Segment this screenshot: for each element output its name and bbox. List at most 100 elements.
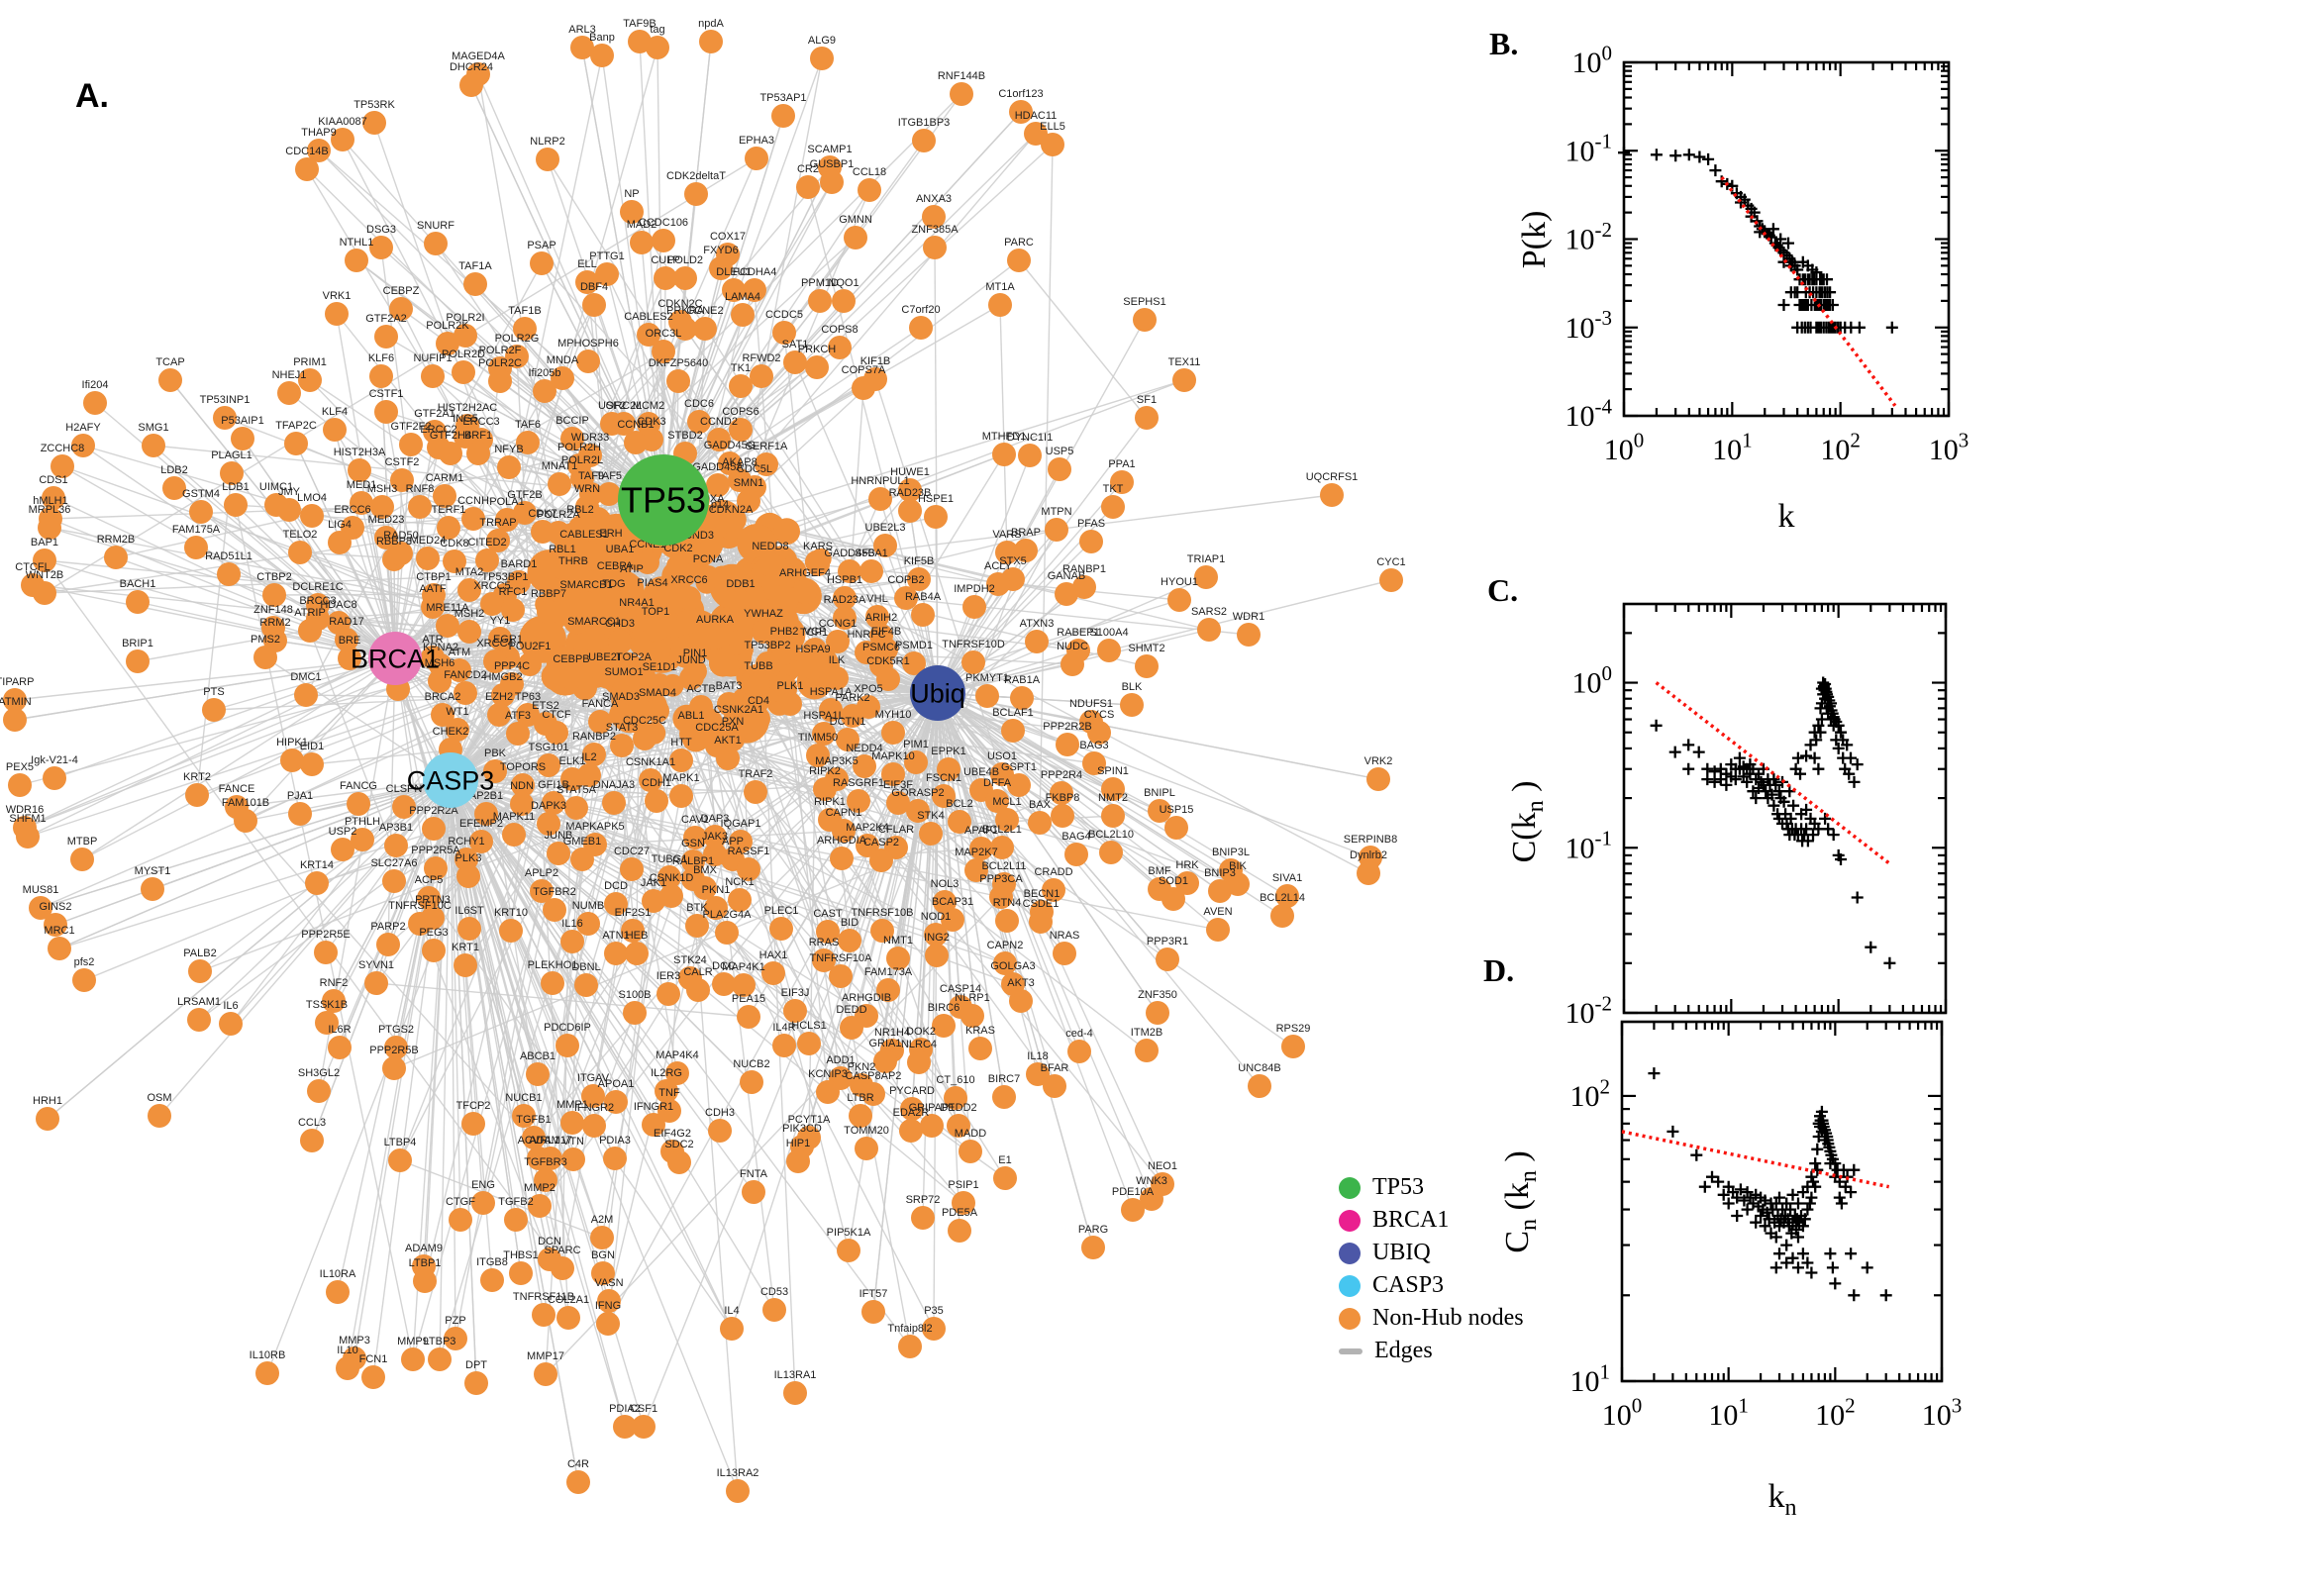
node-TELO2[interactable] (288, 541, 312, 564)
node-SHFM1[interactable] (16, 825, 40, 848)
node-SE1D1[interactable] (648, 673, 671, 697)
node-DYNC1I1[interactable] (1018, 444, 1042, 467)
node-CDK8[interactable] (443, 549, 466, 573)
node-ZNF350[interactable] (1146, 1001, 1169, 1025)
node-ENG[interactable] (471, 1191, 495, 1215)
network-cluster-node[interactable] (670, 635, 700, 664)
node-SOD1[interactable] (1162, 887, 1185, 911)
node-NLRP1[interactable] (960, 1004, 984, 1028)
node-EDA2R[interactable] (899, 1119, 923, 1143)
node-NTHL1[interactable] (345, 249, 368, 272)
node-HEB[interactable] (625, 942, 649, 965)
node-RAD23B[interactable] (898, 499, 922, 523)
node-BIK[interactable] (1226, 872, 1250, 896)
node-NOL3[interactable] (933, 890, 957, 914)
node-MED1[interactable] (350, 491, 373, 515)
node-MCM2[interactable] (637, 412, 660, 436)
node-JMY[interactable] (277, 498, 301, 522)
node-TAF1B[interactable] (513, 317, 537, 341)
node-RANBP1[interactable] (1072, 575, 1096, 599)
node-BAG3[interactable] (1082, 751, 1106, 775)
node-MYH10[interactable] (881, 721, 905, 745)
node-CABLES2[interactable] (637, 323, 660, 347)
node-PSIP1[interactable] (952, 1191, 975, 1215)
node-CYC1[interactable] (1379, 568, 1403, 592)
node-JUNB[interactable] (547, 842, 570, 865)
node-CCNE1[interactable] (636, 550, 659, 574)
node-PLAGL1[interactable] (220, 461, 244, 485)
node-BCL2L1[interactable] (990, 836, 1014, 859)
node-PARC[interactable] (1007, 249, 1031, 272)
node-PRTN3[interactable] (421, 906, 445, 930)
node-DLEU1[interactable] (722, 278, 746, 302)
node-ARHGDIA[interactable] (830, 847, 854, 870)
node-IL10RB[interactable] (255, 1361, 279, 1385)
node-RPS29[interactable] (1281, 1035, 1305, 1058)
node-MMP17[interactable] (534, 1362, 557, 1386)
node-TAF1A[interactable] (463, 272, 487, 296)
node-MPHOSPH6[interactable] (576, 349, 600, 373)
node-MT1A[interactable] (988, 293, 1012, 317)
node-TOMM20[interactable] (855, 1137, 878, 1160)
node-ITGAV[interactable] (581, 1084, 605, 1108)
node-GRIPAP1[interactable] (920, 1114, 944, 1138)
node-NRAS[interactable] (1053, 942, 1076, 965)
node-IFNGR2[interactable] (582, 1114, 606, 1138)
node-DEDD[interactable] (840, 1016, 863, 1040)
node-MCL1[interactable] (995, 808, 1019, 832)
node-GORASP2[interactable] (906, 799, 930, 823)
node-RASGRF1[interactable] (847, 789, 870, 813)
node-CARM1[interactable] (433, 484, 456, 508)
node-IQGAP1[interactable] (729, 830, 753, 853)
node-MAP2K7[interactable] (964, 858, 988, 882)
node-POLR2A[interactable] (547, 521, 570, 545)
node-TCP1[interactable] (802, 639, 826, 662)
node-ITGB8[interactable] (480, 1268, 504, 1292)
node-BCAP31[interactable] (941, 908, 964, 932)
node-BACH1[interactable] (126, 590, 150, 614)
node-IL6ST[interactable] (457, 917, 481, 941)
node-PDIA2[interactable] (613, 1415, 637, 1439)
node-FNTA[interactable] (742, 1180, 765, 1204)
node-BAP1[interactable] (33, 549, 56, 572)
node-RIPK2[interactable] (813, 777, 837, 801)
node-TGFBR3[interactable] (534, 1168, 557, 1192)
node-GSTM4[interactable] (189, 500, 213, 524)
node-SPARC[interactable] (551, 1256, 574, 1280)
node-SAT1[interactable] (783, 350, 807, 374)
node-CCL3[interactable] (300, 1129, 324, 1152)
node-CCDC5[interactable] (772, 321, 796, 345)
node-CCDC106[interactable] (652, 229, 675, 252)
node-NFYB[interactable] (497, 455, 521, 479)
node-VHL[interactable] (865, 605, 889, 629)
node-COPS8[interactable] (828, 336, 852, 359)
node-TFAP2C[interactable] (284, 432, 308, 455)
node-ETS2[interactable] (534, 712, 557, 736)
node-PPP2R5B[interactable] (382, 1056, 406, 1080)
node-SPIN1[interactable] (1101, 777, 1125, 801)
node-ACTB[interactable] (689, 695, 713, 719)
node-CSNK1D[interactable] (659, 884, 683, 908)
node-PLK3[interactable] (456, 864, 480, 888)
node-CSF1[interactable] (632, 1415, 656, 1439)
node-GMNN[interactable] (844, 226, 867, 249)
node-TDG[interactable] (602, 590, 626, 614)
network-cluster-node[interactable] (675, 610, 701, 635)
node-DBNL[interactable] (574, 973, 598, 997)
node-NR4A1[interactable] (625, 609, 649, 633)
node-PDCD6IP[interactable] (556, 1034, 579, 1057)
node-FANCA[interactable] (588, 710, 612, 734)
node-LTBR[interactable] (849, 1104, 872, 1128)
node-CEBPB[interactable] (559, 665, 583, 689)
node-E1[interactable] (993, 1166, 1017, 1190)
node-IFT57[interactable] (861, 1300, 885, 1324)
node-CITED2[interactable] (475, 549, 499, 572)
node-FAM175A[interactable] (184, 536, 208, 559)
node-IL2RG[interactable] (655, 1079, 678, 1103)
node-MAPK10[interactable] (881, 762, 905, 786)
node-SDC2[interactable] (667, 1150, 691, 1174)
node-PLEKHO1[interactable] (541, 971, 564, 995)
node-DFFA[interactable] (985, 789, 1009, 813)
node-RAD51L1[interactable] (217, 562, 241, 586)
node-HSPA1L[interactable] (812, 722, 836, 746)
